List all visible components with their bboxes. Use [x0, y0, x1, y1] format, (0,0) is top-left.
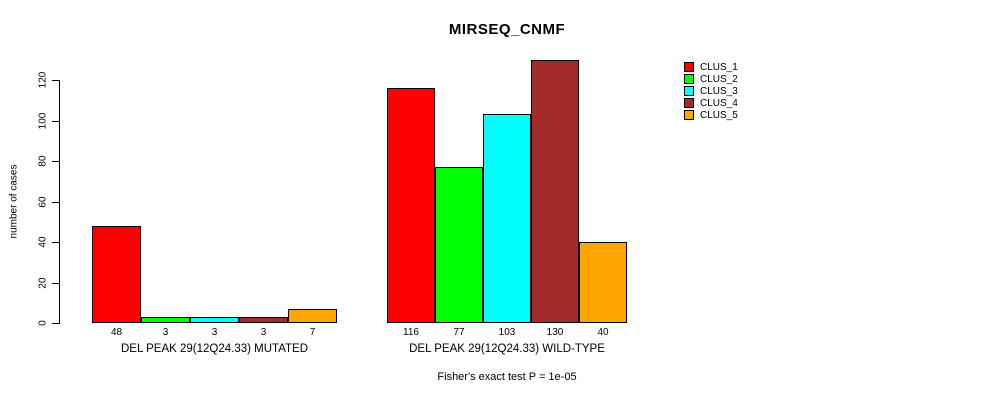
legend-swatch-clus_3 — [684, 86, 694, 96]
bar-value-label: 103 — [498, 327, 516, 338]
bar-clus_3-group1 — [190, 316, 239, 323]
bar-value-label: 3 — [162, 327, 169, 338]
y-tick-label: 100 — [37, 112, 49, 129]
y-tick-mark — [52, 80, 59, 81]
bar-value-label: 48 — [110, 327, 123, 338]
bar-clus_2-group1 — [141, 316, 190, 323]
y-tick-label: 60 — [37, 195, 49, 208]
bar-value-label: 40 — [597, 327, 609, 338]
legend-item-clus_1: CLUS_1 — [684, 61, 738, 73]
bar-clus_5-group2 — [579, 242, 627, 323]
bar-clus_1-group2 — [387, 88, 435, 323]
x-group-label-mutated: DEL PEAK 29(12Q24.33) MUTATED — [120, 343, 309, 355]
bar-value-label: 3 — [211, 327, 218, 338]
bar-clus_4-group2 — [531, 59, 579, 323]
legend: CLUS_1 CLUS_2 CLUS_3 CLUS_4 CLUS_5 — [684, 61, 738, 121]
y-tick-label: 20 — [37, 276, 49, 289]
bar-value-label: 3 — [260, 327, 267, 338]
bar-clus_3-group2 — [483, 114, 531, 323]
y-tick-label: 40 — [37, 236, 49, 248]
y-tick-mark — [52, 323, 59, 324]
fisher-test-caption: Fisher's exact test P = 1e-05 — [437, 371, 577, 383]
y-tick-mark — [52, 201, 59, 203]
legend-item-clus_3: CLUS_3 — [684, 85, 738, 97]
legend-item-clus_2: CLUS_2 — [684, 73, 738, 85]
bar-clus_1-group1 — [92, 225, 141, 323]
bar-value-label: 130 — [546, 327, 564, 338]
legend-label: CLUS_3 — [700, 85, 738, 97]
x-group-label-wild-type: DEL PEAK 29(12Q24.33) WILD-TYPE — [409, 343, 605, 355]
y-axis-label: number of cases — [8, 164, 20, 239]
legend-item-clus_4: CLUS_4 — [684, 97, 738, 109]
bar-value-label: 7 — [309, 327, 316, 338]
y-tick-mark — [52, 120, 59, 122]
y-tick-label: 80 — [37, 155, 49, 167]
y-tick-label: 0 — [37, 320, 49, 326]
y-tick-mark — [52, 242, 59, 243]
legend-label: CLUS_1 — [700, 61, 738, 73]
bar-value-label: 77 — [453, 327, 465, 338]
legend-label: CLUS_2 — [700, 73, 738, 85]
bar-clus_4-group1 — [239, 316, 288, 323]
y-tick-mark — [52, 282, 59, 284]
y-tick-label: 120 — [37, 71, 49, 89]
y-axis-line — [59, 80, 60, 324]
legend-swatch-clus_5 — [684, 110, 694, 120]
bar-clus_2-group2 — [435, 167, 483, 323]
chart-title: MIRSEQ_CNMF — [448, 21, 566, 38]
legend-swatch-clus_2 — [684, 74, 694, 84]
legend-swatch-clus_4 — [684, 98, 694, 108]
bar-clus_5-group1 — [288, 308, 337, 323]
y-tick-mark — [52, 161, 59, 162]
legend-label: CLUS_4 — [700, 97, 738, 109]
legend-swatch-clus_1 — [684, 62, 694, 72]
legend-label: CLUS_5 — [700, 109, 738, 121]
legend-item-clus_5: CLUS_5 — [684, 109, 738, 121]
bar-value-label: 116 — [403, 327, 419, 338]
